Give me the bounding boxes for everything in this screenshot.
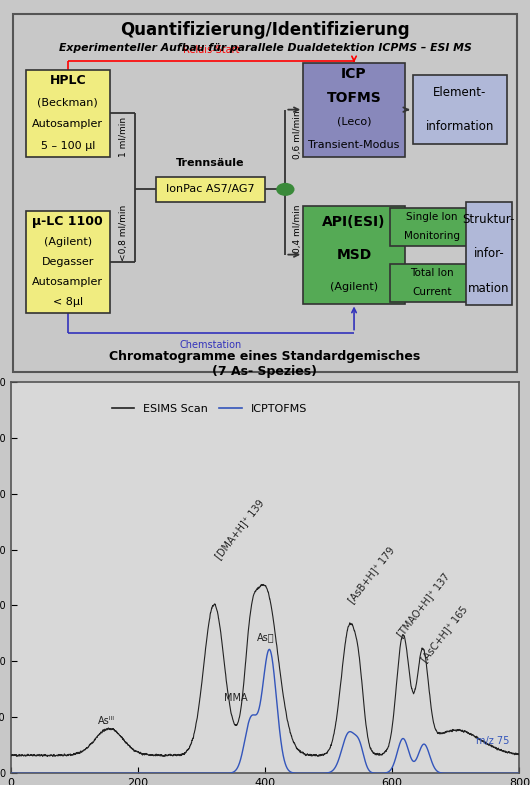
FancyBboxPatch shape xyxy=(26,211,110,312)
Text: Monitoring: Monitoring xyxy=(404,231,460,241)
Text: (Beckman): (Beckman) xyxy=(38,97,98,108)
Text: (Agilent): (Agilent) xyxy=(330,283,378,292)
FancyBboxPatch shape xyxy=(156,177,265,202)
Text: ICP: ICP xyxy=(341,68,367,82)
Text: information: information xyxy=(426,120,494,133)
Text: (Agilent): (Agilent) xyxy=(44,236,92,246)
Circle shape xyxy=(276,183,295,196)
Text: μ-LC 1100: μ-LC 1100 xyxy=(32,215,103,228)
Text: Current: Current xyxy=(412,287,452,298)
Text: MMA: MMA xyxy=(224,693,248,703)
Text: [AsB+H]⁺ 179: [AsB+H]⁺ 179 xyxy=(347,546,396,605)
Text: Total Ion: Total Ion xyxy=(410,268,454,278)
Legend: ESIMS Scan, ICPTOFMS: ESIMS Scan, ICPTOFMS xyxy=(108,399,311,418)
Text: Asᴵᴵᴵ: Asᴵᴵᴵ xyxy=(98,716,114,725)
Text: (Leco): (Leco) xyxy=(337,116,372,126)
Text: infor-: infor- xyxy=(473,247,504,260)
Text: 0,4 ml/min: 0,4 ml/min xyxy=(293,205,302,254)
Text: Trennsäule: Trennsäule xyxy=(176,158,244,168)
Text: Quantifizierung/Identifizierung: Quantifizierung/Identifizierung xyxy=(120,21,410,38)
Text: Chemstation: Chemstation xyxy=(180,340,242,350)
Text: Element-: Element- xyxy=(433,86,487,99)
Text: API(ESI): API(ESI) xyxy=(322,215,386,229)
Text: <0,8 ml/min: <0,8 ml/min xyxy=(119,205,128,261)
Text: [AsC+H]⁺ 165: [AsC+H]⁺ 165 xyxy=(420,604,470,664)
Text: Relais-Start: Relais-Start xyxy=(183,46,239,55)
Text: IonPac AS7/AG7: IonPac AS7/AG7 xyxy=(166,184,254,195)
FancyBboxPatch shape xyxy=(390,264,474,301)
FancyBboxPatch shape xyxy=(466,202,512,305)
Text: Struktur-: Struktur- xyxy=(463,213,515,226)
Text: HPLC: HPLC xyxy=(49,74,86,87)
Text: Degasser: Degasser xyxy=(42,257,94,267)
FancyBboxPatch shape xyxy=(303,63,405,157)
Text: 5 – 100 µl: 5 – 100 µl xyxy=(41,141,95,151)
Text: [DMA+H]⁺ 139: [DMA+H]⁺ 139 xyxy=(213,498,266,560)
FancyBboxPatch shape xyxy=(412,75,507,144)
Text: Asᵬ: Asᵬ xyxy=(257,632,275,642)
Text: < 8µl: < 8µl xyxy=(53,298,83,308)
Text: mation: mation xyxy=(468,282,510,294)
Text: Single Ion: Single Ion xyxy=(406,212,457,222)
FancyBboxPatch shape xyxy=(303,206,405,304)
Text: Transient-Modus: Transient-Modus xyxy=(308,140,400,150)
FancyBboxPatch shape xyxy=(390,207,474,246)
Text: m/z 75: m/z 75 xyxy=(476,736,510,747)
Text: [TMAO+H]⁺ 137: [TMAO+H]⁺ 137 xyxy=(395,571,452,639)
Text: TOFMS: TOFMS xyxy=(326,91,382,105)
Text: Autosampler: Autosampler xyxy=(32,119,103,130)
Text: Autosampler: Autosampler xyxy=(32,277,103,287)
Title: Chromatogramme eines Standardgemisches
(7 As- Spezies): Chromatogramme eines Standardgemisches (… xyxy=(109,350,421,378)
FancyBboxPatch shape xyxy=(26,70,110,157)
Text: Experimenteller Aufbau für parallele Dualdetektion ICPMS – ESI MS: Experimenteller Aufbau für parallele Dua… xyxy=(58,42,472,53)
Text: 1 ml/min: 1 ml/min xyxy=(119,117,128,157)
Text: 0,6 ml/min: 0,6 ml/min xyxy=(293,111,302,159)
Text: MSD: MSD xyxy=(337,247,372,261)
